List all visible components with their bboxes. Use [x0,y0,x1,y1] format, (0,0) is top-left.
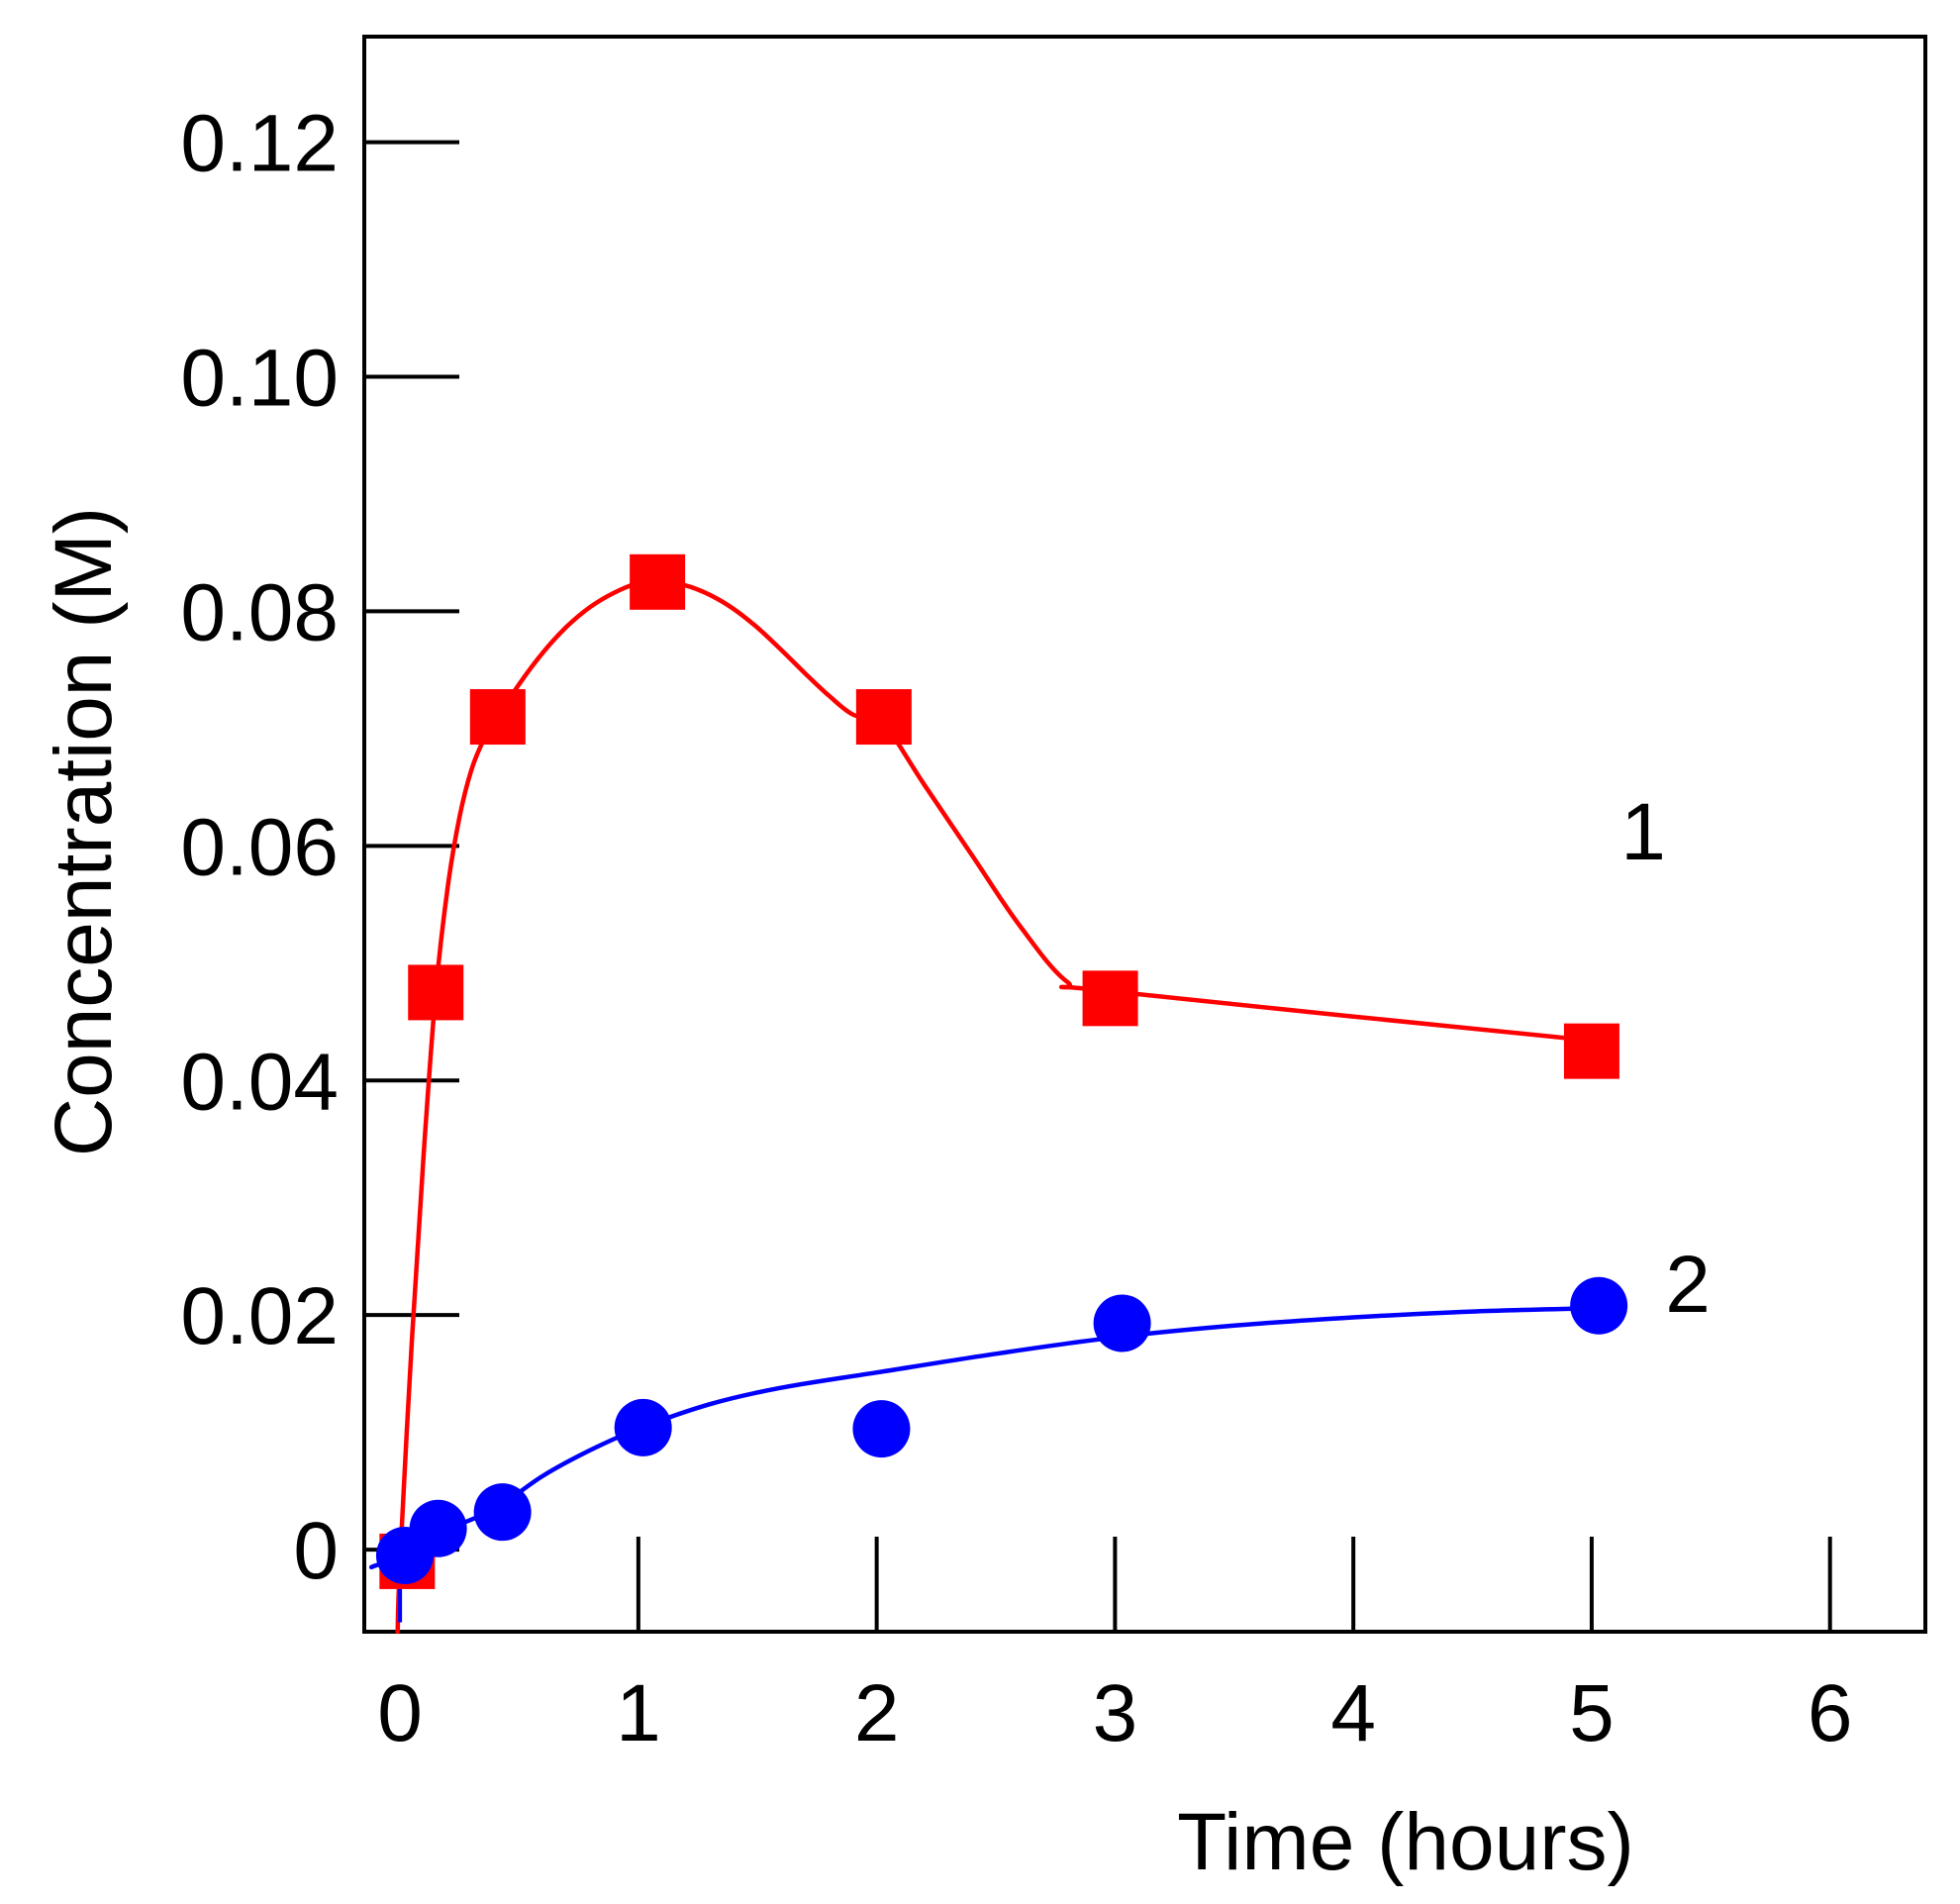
y-tick-label: 0.12 [180,99,339,189]
data-point-square [630,553,686,610]
x-tick-label: 0 [377,1668,423,1758]
series-layer: 12 [368,553,1711,1635]
series-2 [368,1305,1602,1623]
data-point-square [1563,1023,1619,1079]
x-tick-label: 5 [1569,1668,1615,1758]
data-point-circle [614,1398,672,1456]
y-tick-label: 0.06 [180,802,339,892]
y-tick-label: 0.04 [180,1037,339,1127]
x-axis: 0 1 2 3 4 5 6 [377,1537,1852,1758]
series-1-curve [395,579,1595,1635]
data-point-circle [409,1499,467,1557]
y-tick-label: 0.02 [180,1271,339,1361]
plot-border [362,35,1927,1634]
series-1-label: 1 [1620,787,1666,877]
data-point-circle [852,1400,911,1458]
series-1 [395,579,1595,1635]
y-tick-label: 0.08 [180,567,339,657]
y-tick-label: 0 [293,1506,339,1596]
data-point-circle [1093,1294,1151,1353]
y-tick-label: 0.10 [180,334,339,424]
data-point-circle [1570,1276,1628,1335]
y-axis-title: Concentration (M) [39,507,129,1156]
x-tick-label: 6 [1808,1668,1853,1758]
series-2-label: 2 [1665,1240,1711,1330]
data-point-circle [473,1483,532,1542]
data-point-square [1082,970,1138,1027]
series-1-markers [379,553,1619,1589]
x-tick-label: 4 [1330,1668,1376,1758]
data-point-square [469,689,526,746]
y-axis: 0 0.02 0.04 0.06 0.08 0.10 0.12 [180,99,459,1596]
data-point-square [855,689,912,746]
plot-frame [362,35,1927,1634]
x-axis-title: Time (hours) [1177,1797,1634,1887]
series-2-curve [368,1305,1602,1570]
x-tick-label: 2 [854,1668,900,1758]
x-tick-label: 3 [1093,1668,1138,1758]
data-point-square [408,964,464,1021]
series-2-markers [375,1276,1628,1585]
x-tick-label: 1 [616,1668,661,1758]
